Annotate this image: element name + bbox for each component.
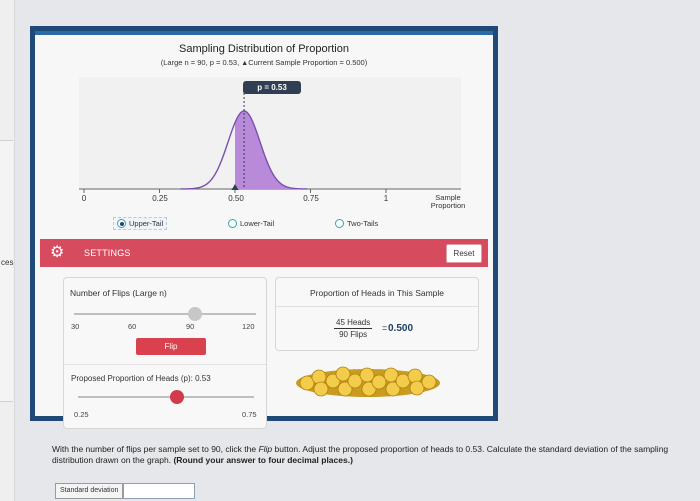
radio-lower-tail[interactable]: Lower-Tail [228,219,274,228]
chart-subtitle: (Large n = 90, p = 0.53, ▲Current Sample… [35,58,493,67]
panel-divider [64,364,266,365]
subtitle-prefix: (Large n = 90, p = 0.53, [160,58,240,67]
proportion-label: Proposed Proportion of Heads (p): 0.53 [71,374,211,383]
instructions-text: With the number of flips per sample set … [52,444,682,466]
proportion-slider-thumb[interactable] [169,390,184,404]
left-panel-edge: ces [0,0,15,501]
result-numerator: 45 Heads [334,318,373,329]
proportion-max-label: 0.75 [242,410,257,419]
result-equals: = [382,323,388,333]
coins-pile-icon [296,366,440,397]
left-panel-fragment-text: ces [1,258,14,267]
radio-two-tails-label: Two-Tails [347,219,379,228]
simulation-frame: Sampling Distribution of Proportion (Lar… [30,26,498,429]
flips-tick-90: 90 [186,322,195,331]
instructions-part-2: button. Adjust the proposed proportion o… [52,444,669,465]
subtitle-suffix: Current Sample Proportion = 0.500) [248,58,368,67]
flips-tick-60: 60 [128,322,137,331]
radio-upper-tail[interactable]: Upper-Tail [113,217,168,230]
instructions-part-1: With the number of flips per sample set … [52,444,259,454]
radio-unselected-icon [228,219,237,228]
flips-slider-thumb[interactable] [188,307,203,321]
flips-tick-30: 30 [71,322,80,331]
settings-label: SETTINGS [84,248,131,258]
left-panel-tab[interactable] [0,140,13,402]
proportion-min-label: 0.25 [74,410,89,419]
proportion-slider-track[interactable] [78,396,254,398]
radio-two-tails[interactable]: Two-Tails [335,219,378,228]
answer-row: Standard deviation [55,483,196,499]
triangle-marker-icon: ▲ [241,60,249,67]
result-denominator: 90 Flips [339,330,368,339]
standard-deviation-label: Standard deviation [55,483,124,499]
x-axis-label: Sample Proportion [423,194,473,210]
instructions-bold: (Round your answer to four decimal place… [173,455,353,465]
x-axis-label-line2: Proportion [430,201,466,210]
x-tick-4: 1 [383,194,389,203]
result-value: 0.500 [388,323,414,334]
chart-title: Sampling Distribution of Proportion [179,43,349,55]
settings-bar: ⚙ SETTINGS Reset [40,239,488,267]
flips-slider-track[interactable] [74,313,256,315]
result-divider [276,306,478,307]
flips-settings-panel: Number of Flips (Large n) 30 60 90 120 F… [63,277,267,429]
result-title: Proportion of Heads in This Sample [309,288,445,298]
instructions-flip-word: Flip [258,444,273,454]
x-axis-label-line1: Sample [435,193,461,202]
flips-label: Number of Flips (Large n) [70,288,167,298]
flip-button[interactable]: Flip [136,338,206,355]
radio-unselected-icon [335,219,344,228]
flips-tick-120: 120 [242,322,255,331]
x-tick-3: 0.75 [303,194,319,203]
reset-button[interactable]: Reset [446,244,482,263]
result-fraction: 45 Heads 90 Flips [334,318,373,339]
x-tick-1: 0.25 [152,194,168,203]
distribution-chart [79,93,461,193]
x-tick-2: 0.50 [228,194,244,203]
radio-lower-tail-label: Lower-Tail [240,219,275,228]
radio-selected-icon [117,219,126,228]
radio-upper-tail-label: Upper-Tail [129,219,164,228]
current-sample-marker [231,184,239,190]
upper-tail-area [235,111,308,189]
p-value-badge[interactable]: p = 0.53 [243,81,301,94]
standard-deviation-input[interactable] [123,483,196,499]
frame-top-bar [35,31,493,35]
sample-result-panel: Proportion of Heads in This Sample 45 He… [275,277,479,351]
gear-icon[interactable]: ⚙ [50,244,65,261]
x-tick-0: 0 [81,194,87,203]
